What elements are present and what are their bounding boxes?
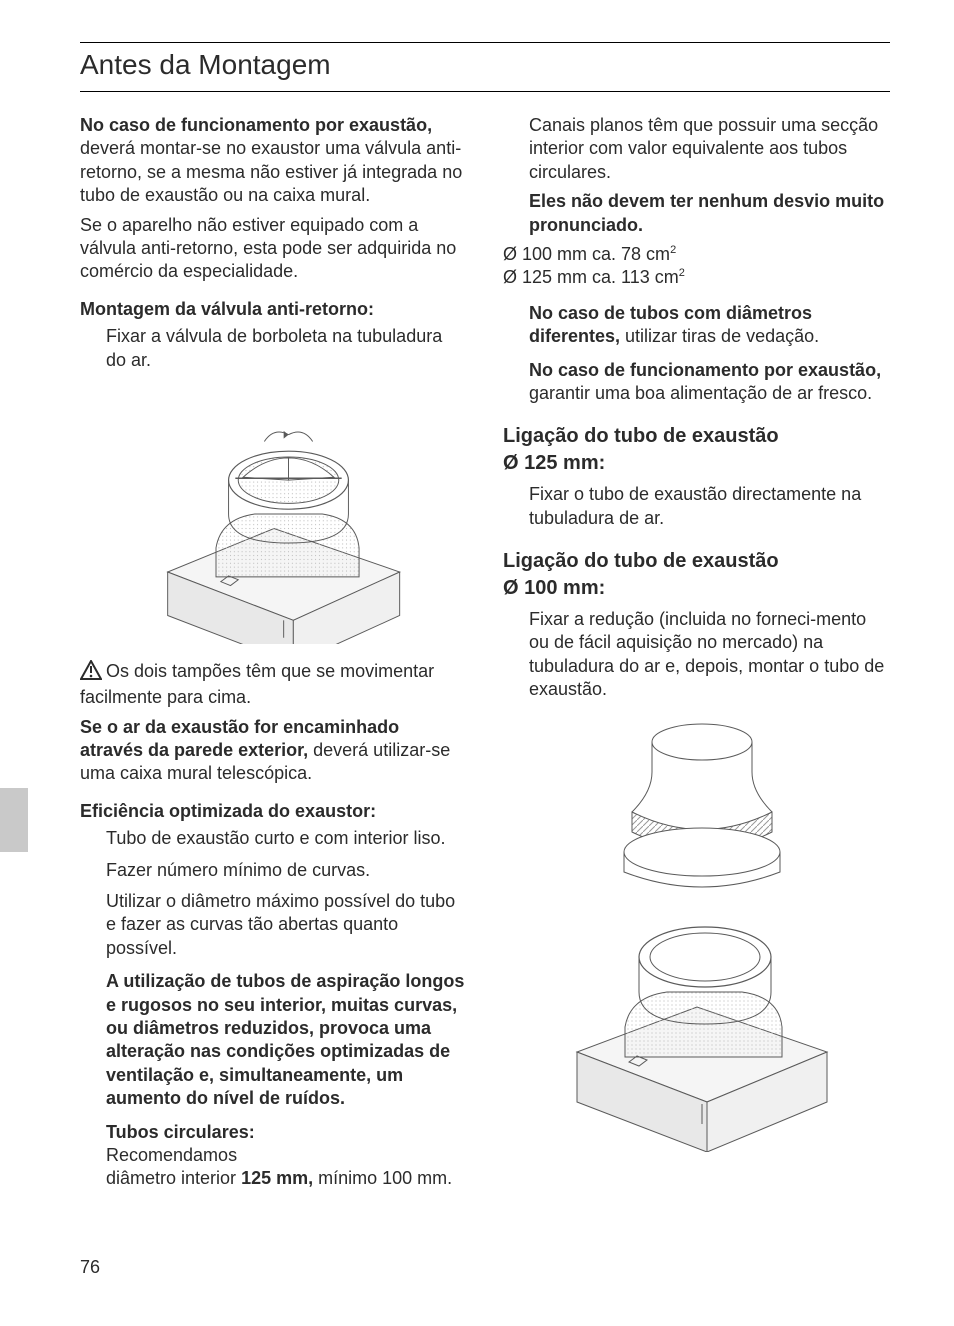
spec-line: Ø 125 mm ca. 113 cm2 xyxy=(503,266,890,289)
side-tab xyxy=(0,788,28,852)
text: garantir uma boa alimentação de ar fresc… xyxy=(529,383,872,403)
bold-paragraph: A utilização de tubos de aspiração longo… xyxy=(106,970,467,1110)
bullet-text: Fixar a válvula de borboleta na tubuladu… xyxy=(106,325,467,372)
heading: Montagem da válvula anti-retorno: xyxy=(80,298,467,321)
warning-icon xyxy=(80,660,102,686)
text: mínimo 100 mm. xyxy=(313,1168,452,1188)
paragraph: No caso de funcionamento por exaustão, d… xyxy=(80,114,467,208)
bullet-text: Tubo de exaustão curto e com interior li… xyxy=(106,827,467,850)
paragraph: No caso de tubos com diâmetros diferente… xyxy=(529,302,890,349)
page-title: Antes da Montagem xyxy=(80,42,890,92)
text: Ø 100 mm ca. 78 cm xyxy=(503,244,670,264)
page-content: Antes da Montagem No caso de funcionamen… xyxy=(0,0,954,1231)
left-column: No caso de funcionamento por exaustão, d… xyxy=(80,114,467,1191)
heading-line: Ø 125 mm: xyxy=(503,452,605,474)
paragraph: Se o aparelho não estiver equipado com a… xyxy=(80,214,467,284)
paragraph: Se o ar da exaustão for encaminhado atra… xyxy=(80,716,467,786)
superscript: 2 xyxy=(670,244,676,256)
bullet-text: Fixar o tubo de exaustão directamente na… xyxy=(529,483,890,530)
section-heading: Ligação do tubo de exaustão Ø 125 mm: xyxy=(503,423,890,477)
text: deverá montar-se no exaustor uma válvula… xyxy=(80,138,462,205)
bold-text: No caso de funcionamento por exaustão, xyxy=(80,115,432,135)
text: Ø 125 mm ca. 113 cm xyxy=(503,267,679,287)
bullet-text: Utilizar o diâmetro máximo possível do t… xyxy=(106,890,467,960)
bold-text: No caso de funcionamento por exaustão, xyxy=(529,360,881,380)
text: utilizar tiras de vedação. xyxy=(620,326,819,346)
heading-line: Ø 100 mm: xyxy=(503,577,605,599)
paragraph: No caso de funcionamento por exaustão, g… xyxy=(529,359,890,406)
section-heading: Ligação do tubo de exaustão Ø 100 mm: xyxy=(503,548,890,602)
bullet-text: Fazer número mínimo de curvas. xyxy=(106,859,467,882)
heading-line: Ligação do tubo de exaustão xyxy=(503,550,779,572)
bold-text: 125 mm, xyxy=(241,1168,313,1188)
warning-paragraph: Os dois tampões têm que se movimentar fa… xyxy=(80,660,467,710)
paragraph: diâmetro interior 125 mm, mínimo 100 mm. xyxy=(106,1167,467,1190)
text: Recomendamos xyxy=(106,1144,467,1167)
heading-line: Ligação do tubo de exaustão xyxy=(503,425,779,447)
spec-line: Ø 100 mm ca. 78 cm2 xyxy=(503,243,890,266)
heading: Eficiência optimizada do exaustor: xyxy=(80,800,467,823)
heading: Tubos circulares: xyxy=(106,1121,467,1144)
warning-text: Os dois tampões têm que se movimentar fa… xyxy=(80,661,434,707)
text: diâmetro interior xyxy=(106,1168,241,1188)
bold-paragraph: Eles não devem ter nenhum desvio muito p… xyxy=(529,190,890,237)
bullet-text: Fixar a redução (incluida no forneci-men… xyxy=(529,608,890,702)
reducer-assembly-figure xyxy=(547,712,847,1152)
paragraph: Canais planos têm que possuir uma secção… xyxy=(529,114,890,184)
right-column: Canais planos têm que possuir uma secção… xyxy=(503,114,890,1191)
valve-assembly-figure xyxy=(129,384,419,644)
two-column-layout: No caso de funcionamento por exaustão, d… xyxy=(80,114,890,1191)
superscript: 2 xyxy=(679,267,685,279)
page-number: 76 xyxy=(80,1257,100,1278)
